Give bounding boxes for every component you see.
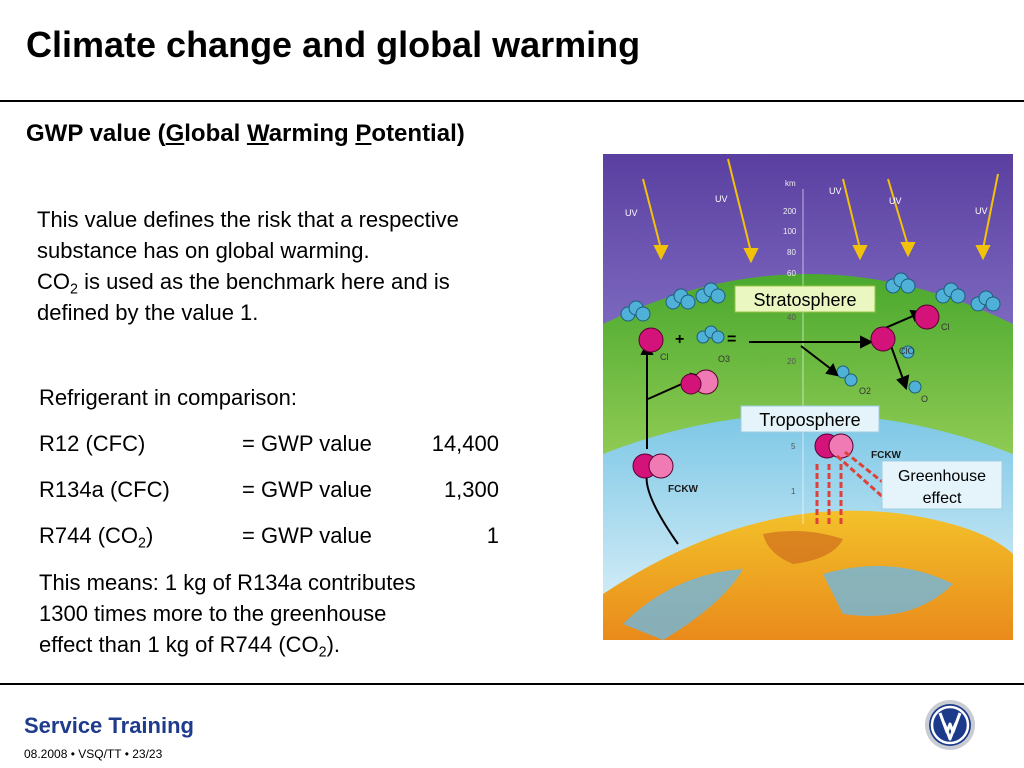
earth-land: [763, 530, 843, 564]
tick-1: 1: [791, 487, 796, 496]
title-divider: [0, 100, 1024, 102]
o-label: O: [921, 394, 928, 404]
comparison-row-r744: R744 (CO2) = GWP value 1: [39, 523, 499, 552]
atmosphere-illustration: UV UV UV UV UV km 200 100 80 60 50 40 20…: [603, 154, 1013, 640]
clo-label: ClO: [899, 346, 915, 356]
fckw-label-1: FCKW: [668, 484, 699, 495]
tick-40: 40: [787, 313, 796, 322]
comparison-row-r12: R12 (CFC) = GWP value 14,400: [39, 431, 499, 456]
footer-divider: [0, 683, 1024, 685]
slide-subtitle: GWP value (Global Warming Potential): [26, 120, 465, 147]
uv-label-3: UV: [829, 186, 842, 196]
tick-20: 20: [787, 357, 796, 366]
comparison-row-r134a: R134a (CFC) = GWP value 1,300: [39, 477, 499, 502]
svg-text:effect: effect: [923, 490, 962, 507]
comparison-heading: Refrigerant in comparison:: [39, 385, 298, 410]
equals-sign: =: [727, 331, 736, 348]
svg-text:Stratosphere: Stratosphere: [753, 290, 856, 310]
earth-sea-2: [823, 566, 953, 616]
fckw-label-2: FCKW: [871, 450, 902, 461]
uv-label-5: UV: [975, 206, 988, 216]
tick-60: 60: [787, 269, 796, 278]
svg-text:Troposphere: Troposphere: [759, 410, 860, 430]
earth-sea: [623, 569, 743, 640]
greenhouse-label-box: Greenhouse effect: [881, 460, 1003, 510]
tick-200: 200: [783, 207, 797, 216]
ozone-molecules: [620, 272, 1001, 394]
o2-label: O2: [859, 386, 871, 396]
uv-label-4: UV: [889, 196, 902, 206]
greenhouse-arrows: [815, 450, 896, 524]
uv-label-1: UV: [625, 208, 638, 218]
cl-label-1: Cl: [660, 352, 669, 362]
vw-logo: [924, 699, 976, 751]
cl-label-2: Cl: [941, 322, 950, 332]
tick-100: 100: [783, 227, 797, 236]
uv-rays: [642, 158, 999, 264]
footer-meta: 08.2008 • VSQ/TT • 23/23: [24, 747, 163, 761]
tick-80: 80: [787, 248, 796, 257]
footer-brand: Service Training: [24, 713, 194, 738]
km-label: km: [785, 179, 796, 188]
comparison-conclusion: This means: 1 kg of R134a contributes 130…: [39, 570, 416, 661]
chlorine-molecules: [632, 304, 940, 479]
slide-title: Climate change and global warming: [26, 24, 641, 65]
plus-sign: +: [675, 331, 684, 348]
refrigerant-comparison: Refrigerant in comparison: R12 (CFC) = G…: [39, 383, 499, 667]
stratosphere-label-box: Stratosphere: [734, 285, 876, 313]
svg-text:Greenhouse: Greenhouse: [898, 468, 986, 485]
tick-5: 5: [791, 442, 796, 451]
gwp-definition: This value defines the risk that a respe…: [37, 207, 459, 325]
troposphere-label-box: Troposphere: [740, 405, 880, 433]
o3-label: O3: [718, 354, 730, 364]
uv-label-2: UV: [715, 194, 728, 204]
